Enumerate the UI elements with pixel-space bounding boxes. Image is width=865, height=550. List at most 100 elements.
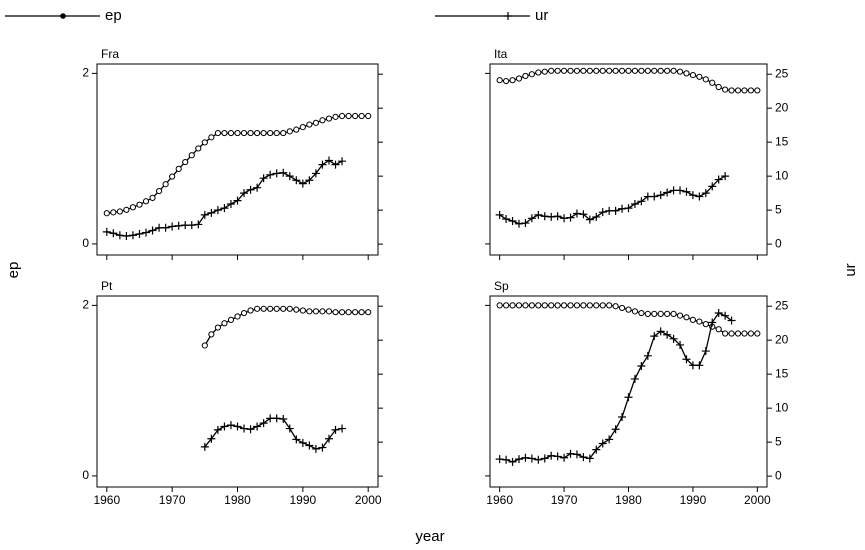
data-point [208,134,215,141]
data-point [194,220,203,229]
data-point [754,87,761,94]
data-point [182,158,189,166]
data-point [161,223,170,232]
data-point [267,305,274,312]
data-point [657,310,664,318]
data-point [554,302,561,309]
data-point [650,192,659,201]
data-point [605,435,614,444]
data-point [508,457,517,466]
data-point [509,302,516,309]
data-point [715,83,722,91]
data-point [696,318,703,325]
data-point [496,302,503,309]
y2-tick-label: 10 [775,400,789,414]
data-point [689,71,697,79]
data-point [663,188,672,197]
data-point [566,213,575,222]
y2-tick-label: 0 [775,468,782,482]
data-point [260,129,267,137]
data-point [201,139,208,146]
data-point [233,422,242,431]
data-point [254,129,261,137]
data-point [345,112,352,120]
x-tick-label: 1970 [159,493,186,507]
data-point [580,67,587,74]
data-point [338,309,346,316]
data-point [695,361,704,370]
legend-label: ur [535,7,548,24]
x-tick-label: 1960 [93,493,120,507]
panel-title: Ita [494,47,508,61]
data-point [606,67,613,74]
data-point [155,187,163,195]
data-point [754,330,761,337]
data-point [345,309,352,316]
data-point [352,309,359,316]
legend-marker [60,13,66,19]
data-point [174,221,183,230]
data-point [240,424,249,433]
data-point [319,308,326,315]
data-point [240,309,248,317]
data-point [624,204,633,213]
data-point [612,303,619,310]
data-point [631,308,639,315]
data-point [188,152,195,159]
data-point [338,424,347,433]
data-point [293,126,300,133]
data-point [234,129,241,137]
y2-tick-label: 25 [775,66,789,80]
data-point [227,129,235,137]
data-point [325,115,333,122]
data-point [709,79,716,86]
data-point [528,302,535,309]
data-point [734,330,742,337]
series-line [204,417,343,450]
data-point [586,302,593,309]
data-point [214,129,221,137]
data-point [598,208,607,217]
data-point [495,455,504,464]
data-point [676,68,684,75]
data-point [325,308,333,315]
data-point [688,191,697,200]
data-point [279,415,288,424]
data-point [656,327,665,336]
data-point [625,67,632,74]
data-point [201,342,208,349]
data-point [702,76,709,83]
data-point [689,316,697,323]
data-point [554,67,561,74]
data-point [624,393,633,402]
data-point [618,204,627,213]
data-point [682,355,691,364]
data-point [227,316,235,323]
data-point [280,129,287,137]
data-point [332,309,339,316]
data-point [702,321,709,328]
y2-axis-label: ur [842,263,859,276]
data-point [553,452,562,461]
data-point [548,302,555,309]
data-point [234,313,241,320]
y2-tick-label: 0 [775,236,782,250]
data-point [207,208,216,217]
data-point [502,214,511,223]
data-point [701,189,710,198]
data-point [567,67,574,74]
data-point [213,206,222,215]
data-point [324,434,333,443]
panel-frame [96,63,379,256]
data-point [253,422,262,431]
series-line [499,175,726,225]
x-tick-label: 1980 [224,493,251,507]
data-point [233,196,242,205]
data-point [585,215,594,224]
data-point [226,421,235,430]
data-point [644,310,651,318]
data-point [585,454,594,463]
data-point [560,67,568,74]
data-point [305,441,314,450]
